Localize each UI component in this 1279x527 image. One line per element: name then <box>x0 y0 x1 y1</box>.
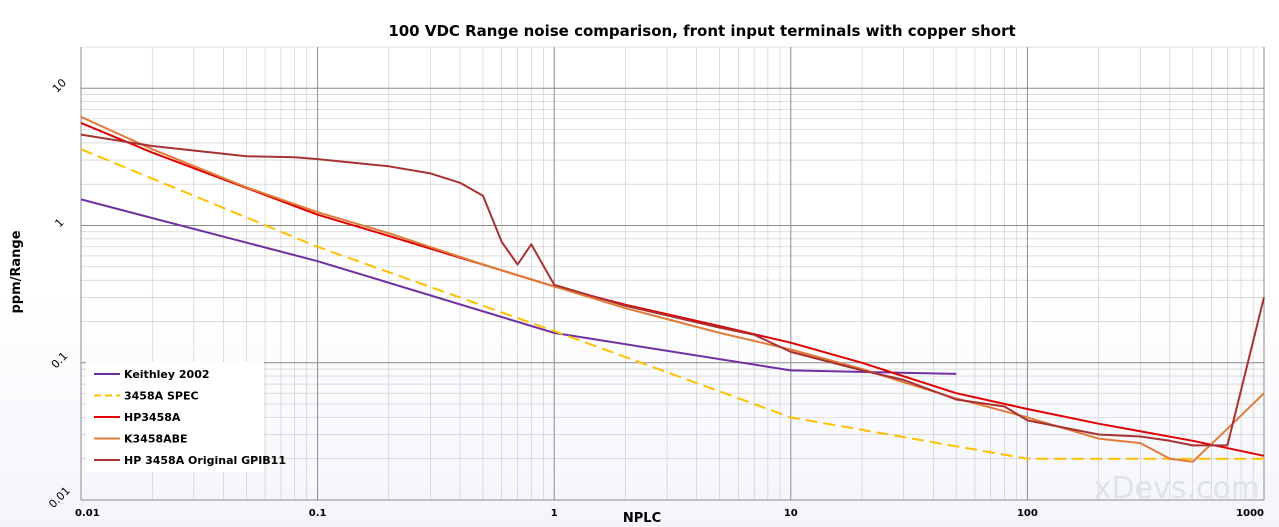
legend-label: 3458A SPEC <box>124 390 199 403</box>
x-axis-title: NPLC <box>623 511 661 526</box>
chart-title: 100 VDC Range noise comparison, front in… <box>388 22 1015 40</box>
legend-label: HP3458A <box>124 411 181 424</box>
x-tick-label: 1 <box>551 508 558 519</box>
x-tick-label: 100 <box>1017 508 1038 519</box>
y-tick-label: 0.1 <box>49 350 71 372</box>
y-tick-label: 10 <box>50 76 69 95</box>
series-line-keithley-2002 <box>80 198 957 375</box>
legend-label: Keithley 2002 <box>124 368 210 381</box>
grid <box>80 46 1265 501</box>
x-tick-label: 10 <box>784 508 798 519</box>
series-line-3458a-spec <box>80 148 1264 460</box>
y-tick-label: 0.01 <box>46 484 73 511</box>
legend-label: K3458ABE <box>124 433 188 446</box>
x-tick-label: 1000 <box>1236 508 1264 519</box>
legend-label: HP 3458A Original GPIB11 <box>124 454 286 467</box>
series-lines <box>80 115 1265 463</box>
y-tick-label: 1 <box>52 216 66 230</box>
y-axis-title: ppm/Range <box>9 230 24 313</box>
x-tick-label: 0.1 <box>309 508 327 519</box>
series-line-k3458abe <box>80 115 1265 463</box>
series-line-hp-3458a-original-gpib11 <box>80 133 1265 447</box>
x-tick-label: 0.01 <box>75 508 100 519</box>
watermark: xDevs.com <box>1094 471 1260 506</box>
legend: Keithley 2002 3458A SPEC HP3458A K3458ABE HP… <box>86 362 286 472</box>
